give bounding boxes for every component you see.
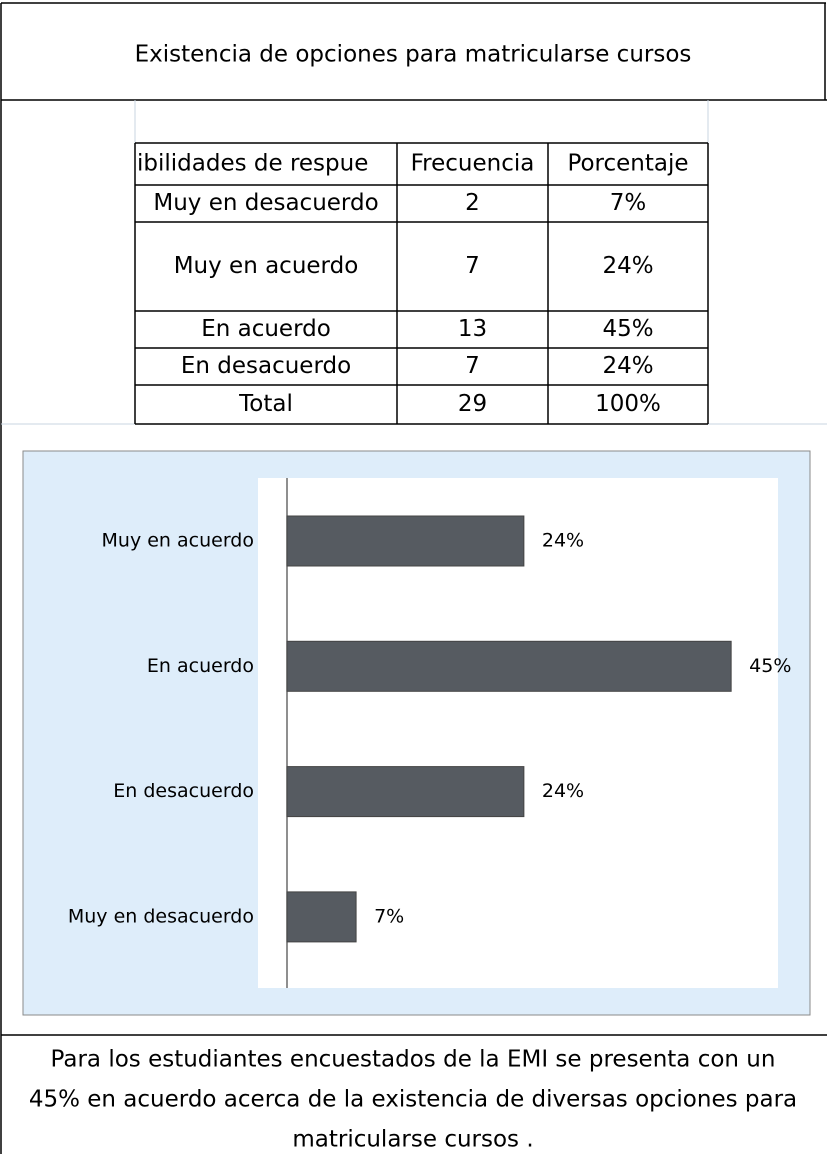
- table-cell: ibilidades de respue: [137, 151, 368, 177]
- bar: [286, 766, 525, 818]
- y-tick-label: En desacuerdo: [113, 780, 254, 802]
- y-tick-label: Muy en desacuerdo: [68, 905, 254, 927]
- caption-line: matricularse cursos .: [292, 1127, 533, 1153]
- table-cell: 7: [465, 253, 480, 279]
- table-cell: 24%: [602, 353, 653, 379]
- y-tick-label: En acuerdo: [147, 655, 254, 677]
- table: ibilidades de respue Frecuencia Porcentaje…: [134, 142, 709, 425]
- bar: [286, 515, 525, 567]
- table-cell: Porcentaje: [567, 151, 688, 177]
- data-label: 45%: [749, 655, 791, 677]
- table-cell: En acuerdo: [201, 316, 331, 342]
- table-cell: Muy en acuerdo: [174, 253, 359, 279]
- caption-line: 45% en acuerdo acerca de la existencia d…: [29, 1087, 797, 1113]
- data-label: 7%: [374, 905, 404, 927]
- table-cell: 24%: [602, 253, 653, 279]
- table-cell: 13: [458, 316, 487, 342]
- table-cell: 45%: [602, 316, 653, 342]
- bar: [286, 891, 357, 943]
- table-cell: En desacuerdo: [181, 353, 351, 379]
- table-cell: 2: [465, 190, 480, 216]
- title: Existencia de opciones para matricularse…: [135, 42, 692, 68]
- table-cell: 29: [458, 391, 487, 417]
- table-cell: 7%: [610, 190, 647, 216]
- data-label: 24%: [542, 780, 584, 802]
- caption: Para los estudiantes encuestados de la E…: [29, 1047, 797, 1153]
- table-cell: 100%: [595, 391, 661, 417]
- caption-line: Para los estudiantes encuestados de la E…: [51, 1047, 776, 1073]
- chart: Muy en acuerdo 24% En acuerdo 45% En desacue…: [68, 515, 791, 943]
- table-cell: Total: [238, 391, 293, 417]
- table-cell: 7: [465, 353, 480, 379]
- data-label: 24%: [542, 530, 584, 552]
- table-cell: Frecuencia: [411, 151, 535, 177]
- table-cell: Muy en desacuerdo: [153, 190, 378, 216]
- bar: [286, 640, 732, 692]
- y-tick-label: Muy en acuerdo: [102, 530, 254, 552]
